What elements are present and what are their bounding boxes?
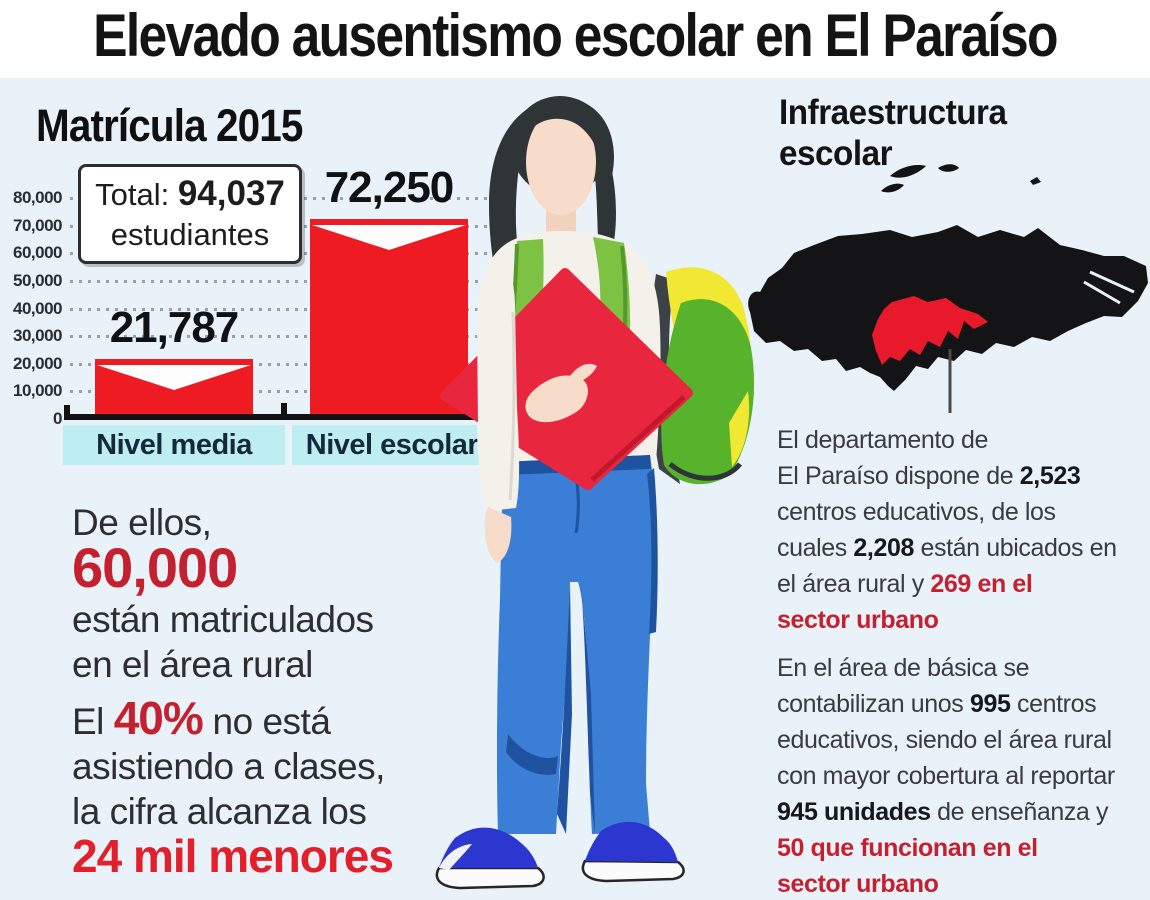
text-segment: están matriculados en el área rural	[72, 599, 374, 685]
gridline	[70, 279, 506, 283]
bay-island	[881, 183, 904, 193]
text-segment: 50 que funcionan en el sector urbano	[777, 834, 1038, 898]
right-shoe	[585, 821, 678, 862]
text-segment: 60,000	[72, 536, 238, 599]
jeans-shade	[581, 584, 595, 834]
y-tick-label: 20,000	[13, 353, 63, 373]
total-annotation-box: Total: 94,037 estudiantes	[78, 164, 302, 264]
left-sleeve-fold	[508, 311, 516, 501]
text-segment: 40%	[113, 692, 204, 744]
y-tick-label: 70,000	[13, 215, 63, 235]
text-segment: De ellos,	[72, 502, 212, 543]
axis-divider-tick	[281, 403, 287, 418]
left-hand	[484, 507, 512, 563]
y-tick-label: 80,000	[13, 188, 63, 207]
infrastructure-paragraph-1: El departamento de El Paraíso dispone de…	[777, 422, 1150, 638]
left-shoe	[439, 827, 538, 868]
y-tick-label: 50,000	[13, 270, 63, 290]
bar-nivel-media	[95, 359, 253, 419]
bar-notch	[312, 225, 466, 250]
total-value: 94,037	[177, 174, 285, 213]
bar-nivel-escolar	[310, 219, 468, 419]
backpack-seam	[668, 462, 742, 481]
y-tick-label: 30,000	[13, 326, 63, 346]
stat-absenteeism: El 40% no está asistiendo a clases, la c…	[72, 695, 394, 882]
jeans-shade	[647, 468, 658, 634]
y-tick-label: 40,000	[13, 298, 63, 318]
category-label-nivel-escolar: Nivel escolar	[292, 425, 492, 465]
y-tick-label: 0	[53, 409, 62, 428]
bay-island	[890, 165, 926, 178]
gridline	[70, 335, 506, 339]
bar-value-nivel-media: 21,787	[109, 303, 240, 352]
jeans-shade	[506, 734, 558, 775]
red-folder-edge	[590, 395, 686, 482]
left-shoe-sole	[435, 866, 545, 890]
face	[526, 109, 596, 215]
y-tick-label: 60,000	[13, 243, 63, 263]
total-line: Total: 94,037	[81, 173, 299, 216]
text-segment: 2,523	[1019, 462, 1081, 490]
stat-rural-enrollment: De ellos, 60,000 están matriculados en e…	[72, 500, 374, 687]
text-segment: centros educativos, de los cuales	[777, 498, 1056, 562]
river-slash	[1089, 270, 1135, 294]
text-segment: El departamento de El Paraíso dispone de	[777, 426, 1014, 490]
text-segment: no está asistiendo a clases, la cifra al…	[72, 701, 385, 832]
text-segment: de enseñanza y	[937, 798, 1109, 826]
right-shoe-sole	[581, 859, 685, 883]
chart-title: Matrícula 2015	[36, 100, 303, 151]
total-label: Total:	[95, 177, 170, 212]
text-segment: 24 mil menores	[72, 830, 394, 882]
text-segment: El	[72, 701, 114, 742]
honduras-map	[742, 150, 1150, 440]
text-segment: 945 unidades	[777, 798, 931, 826]
student-illustration-svg	[435, 96, 755, 890]
text-segment: 2,208	[853, 534, 914, 562]
x-axis	[64, 414, 492, 420]
text-segment: centros educativos, siendo el área rural…	[777, 690, 1115, 790]
left-shoe-toe	[439, 844, 472, 870]
gridline	[70, 362, 506, 366]
page-title: Elevado ausentismo escolar en El Paraíso	[93, 2, 1058, 69]
total-unit: estudiantes	[110, 217, 270, 252]
right-hand	[525, 375, 588, 423]
category-label-nivel-media: Nivel media	[63, 425, 285, 465]
gridline	[70, 390, 506, 394]
text-segment: 995	[969, 690, 1011, 718]
bar-notch	[97, 365, 251, 390]
jeans	[496, 455, 655, 834]
infrastructure-paragraph-2: En el área de básica se contabilizan uno…	[777, 650, 1150, 900]
infrastructure-heading: Infraestructura escolar	[779, 93, 1007, 173]
hair-front	[514, 97, 614, 193]
honduras-map-svg	[748, 164, 1148, 413]
jeans-shade	[557, 584, 572, 834]
gridline	[70, 307, 506, 311]
text-segment: En el área de básica se contabilizan uno…	[777, 654, 1030, 718]
river-slash	[1083, 280, 1121, 305]
left-sleeve	[477, 258, 520, 511]
el-paraiso-region	[872, 296, 988, 365]
bay-island	[1030, 177, 1041, 185]
y-tick-label: 10,000	[13, 381, 63, 401]
text-segment: están ubicados en el área rural y	[777, 534, 1117, 598]
right-thumb	[570, 363, 597, 384]
text-segment: 269 en el sector urbano	[777, 570, 1033, 634]
student-illustration	[420, 92, 770, 897]
bar-value-nivel-escolar: 72,250	[324, 163, 455, 212]
bay-island	[938, 164, 959, 172]
axis-cap-left	[64, 405, 70, 420]
backpack-yellow-accent	[729, 391, 750, 467]
